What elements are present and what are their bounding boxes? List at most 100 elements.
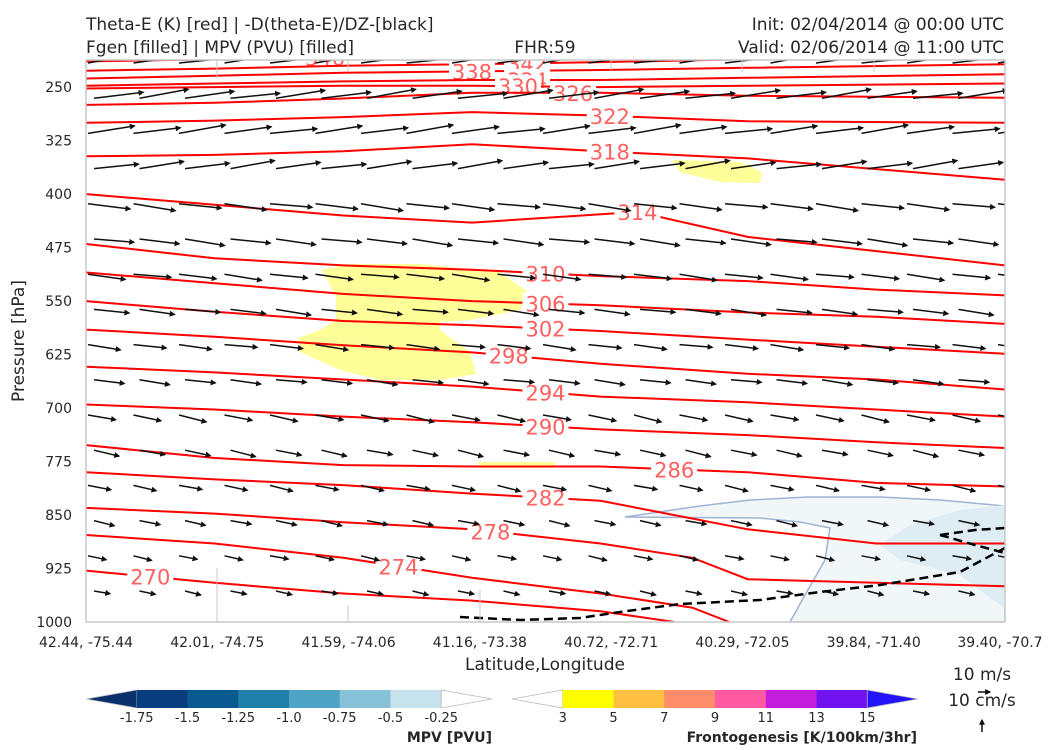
wind-vector xyxy=(633,414,663,424)
wind-vector xyxy=(451,414,481,423)
wind-vector xyxy=(548,89,600,99)
wind-vector xyxy=(867,519,890,528)
wind-vector xyxy=(366,590,385,597)
wind-vector xyxy=(360,125,410,135)
wind-vector xyxy=(958,160,1005,170)
wind-vector xyxy=(958,308,995,318)
wind-vector xyxy=(821,379,854,387)
wind-vector xyxy=(87,60,109,64)
wind-vector xyxy=(633,203,678,211)
wind-vector xyxy=(685,308,722,317)
wind-vector xyxy=(588,125,637,135)
fgen-colorbar: 3 5 7 9 11 13 15 xyxy=(511,689,919,726)
wind-vector xyxy=(406,555,426,562)
contour-label-bg xyxy=(522,317,569,340)
wind-vector xyxy=(315,203,359,212)
wind-vector xyxy=(321,589,339,596)
wind-vector xyxy=(952,126,1001,135)
wind-vector xyxy=(912,158,959,170)
wind-vector xyxy=(770,273,809,282)
wind-vector xyxy=(912,308,950,317)
wind-vector xyxy=(315,60,337,64)
wind-vector xyxy=(139,159,185,170)
wind-vector xyxy=(588,60,616,64)
wind-vector xyxy=(412,519,435,528)
wind-vector xyxy=(906,124,955,135)
wind-vector xyxy=(724,203,769,210)
wind-vector xyxy=(912,449,940,459)
wind-vector xyxy=(366,159,413,170)
wind-vector xyxy=(133,555,153,563)
colorbar-segment xyxy=(866,689,919,709)
wind-vector xyxy=(542,273,582,282)
contour-label-bg xyxy=(614,200,661,223)
wind-vector xyxy=(633,273,673,282)
wind-vector xyxy=(958,590,976,597)
wind-vector xyxy=(861,484,886,492)
wind-vector xyxy=(139,379,171,387)
wind-vector xyxy=(867,449,894,458)
mpv-colorbar: -1.75 -1.5 -1.25 -1.0 -0.75 -0.5 -0.25 xyxy=(85,689,493,726)
colorbar-segment xyxy=(511,689,564,709)
wind-vector xyxy=(178,484,204,492)
wind-vector xyxy=(230,379,262,387)
wind-vector xyxy=(275,88,327,99)
y-tick-label: 775 xyxy=(45,455,72,471)
contour-label: 270 xyxy=(130,566,170,590)
contour-label: 286 xyxy=(654,458,694,482)
theta-e-contour xyxy=(86,73,1005,87)
wind-vector xyxy=(730,238,772,247)
wind-vector xyxy=(724,273,764,281)
wind-vector xyxy=(776,589,794,596)
wind-vector xyxy=(542,60,564,64)
wind-vector xyxy=(912,519,935,527)
wind-vector xyxy=(503,449,531,458)
wind-vector xyxy=(997,343,1005,347)
contour-label: 282 xyxy=(525,487,565,511)
wind-vector xyxy=(497,60,551,64)
wind-vector xyxy=(497,484,522,493)
wind-vector xyxy=(542,343,577,353)
wind-vector xyxy=(451,555,472,562)
wind-vector xyxy=(321,89,372,99)
wind-vector xyxy=(133,273,173,280)
wind-vector xyxy=(679,203,723,213)
wind-vector xyxy=(997,414,1005,417)
wind-vector xyxy=(269,555,290,562)
wind-vector xyxy=(633,122,682,135)
wind-vector xyxy=(178,122,227,135)
wind-vector xyxy=(639,308,677,315)
wind-vector xyxy=(724,484,749,493)
wind-vector xyxy=(457,519,480,527)
wind-vector xyxy=(87,414,117,422)
wind-vector xyxy=(730,378,763,385)
wind-vector xyxy=(269,126,319,135)
wind-vector xyxy=(497,414,527,424)
header-title-line2: Fgen [filled] | MPV (PVU) [filled] xyxy=(86,38,354,58)
wind-vector xyxy=(912,238,955,246)
wind-vector xyxy=(269,60,323,64)
wind-vector xyxy=(315,123,364,135)
y-axis-label: Pressure [hPa] xyxy=(9,280,29,402)
wind-vector xyxy=(139,449,167,457)
wind-vector xyxy=(178,414,208,424)
wind-vector xyxy=(724,60,778,64)
colorbar-segment xyxy=(85,689,138,709)
colorbar-segment xyxy=(664,690,716,708)
wind-vector xyxy=(542,484,568,492)
theta-e-contour xyxy=(86,143,1005,181)
wind-vector xyxy=(815,484,840,493)
wind-vector xyxy=(639,160,686,170)
wind-vector xyxy=(457,90,509,99)
colorbar-tick-label: 13 xyxy=(808,711,825,726)
wind-vector xyxy=(639,519,662,528)
wind-vector xyxy=(451,60,476,64)
wind-vector xyxy=(815,273,855,280)
wind-vector xyxy=(360,273,400,280)
wind-vector xyxy=(230,519,253,527)
colorbar-segment xyxy=(136,690,188,708)
contour-label: 318 xyxy=(590,141,630,165)
x-tick-label: 42.01, -74.75 xyxy=(170,635,264,651)
wind-vector xyxy=(724,414,754,424)
colorbar-segment xyxy=(765,690,817,708)
